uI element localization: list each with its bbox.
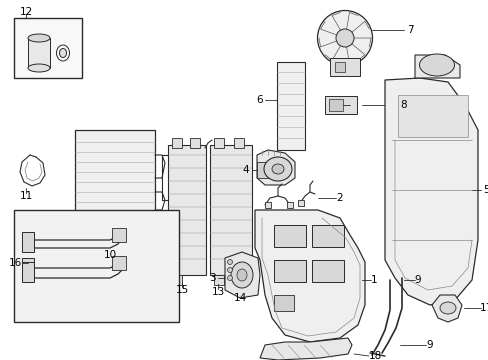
- Bar: [234, 138, 244, 148]
- Text: 12: 12: [20, 7, 33, 17]
- Bar: [22, 258, 34, 278]
- Bar: [22, 232, 34, 252]
- Text: 5: 5: [482, 185, 488, 195]
- Bar: [168, 145, 205, 275]
- Text: 6: 6: [256, 95, 263, 105]
- Bar: [329, 58, 359, 76]
- Polygon shape: [224, 252, 260, 298]
- Ellipse shape: [335, 29, 353, 47]
- Ellipse shape: [419, 54, 453, 76]
- Bar: [273, 225, 305, 247]
- Text: 9: 9: [414, 275, 421, 285]
- Polygon shape: [384, 78, 477, 305]
- Ellipse shape: [60, 49, 66, 58]
- Text: 9: 9: [426, 340, 432, 350]
- Bar: [325, 96, 356, 114]
- Bar: [397, 95, 467, 137]
- Ellipse shape: [264, 157, 291, 181]
- Text: 8: 8: [400, 100, 407, 110]
- Bar: [172, 138, 182, 148]
- Text: 4: 4: [242, 165, 249, 175]
- Text: 7: 7: [406, 25, 412, 35]
- Bar: [209, 145, 251, 275]
- Text: 15: 15: [175, 285, 188, 295]
- Text: 16: 16: [8, 258, 21, 268]
- Ellipse shape: [317, 10, 372, 66]
- Bar: [264, 202, 270, 208]
- Bar: [276, 62, 305, 150]
- Bar: [75, 130, 155, 245]
- Text: 2: 2: [336, 193, 343, 203]
- Text: 14: 14: [233, 293, 246, 303]
- Ellipse shape: [28, 34, 50, 42]
- Bar: [112, 256, 126, 270]
- Bar: [311, 225, 343, 247]
- Bar: [273, 260, 305, 282]
- Bar: [214, 138, 224, 148]
- Text: 1: 1: [370, 275, 377, 285]
- Bar: [14, 210, 179, 322]
- Text: 18: 18: [367, 351, 381, 360]
- Bar: [172, 275, 182, 285]
- Text: 17: 17: [478, 303, 488, 313]
- Bar: [14, 18, 82, 78]
- Bar: [112, 228, 126, 242]
- Circle shape: [227, 260, 232, 265]
- Ellipse shape: [230, 262, 252, 288]
- Text: 3: 3: [208, 273, 215, 283]
- Bar: [190, 138, 200, 148]
- Circle shape: [227, 275, 232, 280]
- Text: 11: 11: [20, 191, 33, 201]
- Circle shape: [227, 267, 232, 273]
- Polygon shape: [257, 150, 294, 185]
- Ellipse shape: [439, 302, 455, 314]
- Polygon shape: [431, 295, 461, 322]
- Bar: [286, 202, 292, 208]
- Bar: [214, 275, 224, 285]
- Polygon shape: [28, 38, 50, 68]
- Bar: [22, 262, 34, 282]
- Bar: [311, 260, 343, 282]
- Text: 10: 10: [103, 250, 116, 260]
- Ellipse shape: [28, 64, 50, 72]
- Bar: [257, 162, 270, 178]
- Bar: [297, 200, 304, 206]
- Polygon shape: [414, 55, 459, 78]
- Polygon shape: [260, 338, 351, 360]
- Bar: [334, 62, 345, 72]
- Polygon shape: [254, 210, 364, 342]
- Text: 13: 13: [211, 287, 224, 297]
- Ellipse shape: [271, 164, 284, 174]
- Ellipse shape: [237, 269, 246, 281]
- Bar: [273, 295, 293, 311]
- Bar: [234, 275, 244, 285]
- Bar: [328, 99, 342, 111]
